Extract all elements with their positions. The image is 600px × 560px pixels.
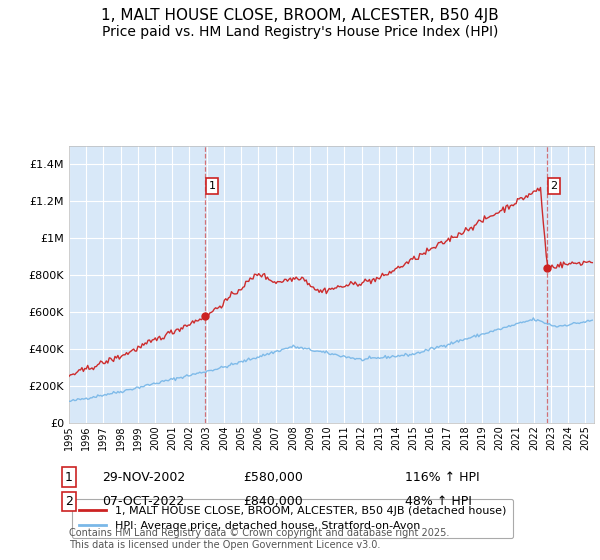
Text: 29-NOV-2002: 29-NOV-2002 bbox=[102, 470, 185, 484]
Text: Price paid vs. HM Land Registry's House Price Index (HPI): Price paid vs. HM Land Registry's House … bbox=[102, 25, 498, 39]
Text: Contains HM Land Registry data © Crown copyright and database right 2025.
This d: Contains HM Land Registry data © Crown c… bbox=[69, 528, 449, 550]
Text: £580,000: £580,000 bbox=[243, 470, 303, 484]
Text: 2: 2 bbox=[65, 494, 73, 508]
Text: 1: 1 bbox=[209, 181, 216, 192]
Text: 48% ↑ HPI: 48% ↑ HPI bbox=[405, 494, 472, 508]
Text: 1, MALT HOUSE CLOSE, BROOM, ALCESTER, B50 4JB: 1, MALT HOUSE CLOSE, BROOM, ALCESTER, B5… bbox=[101, 8, 499, 24]
Legend: 1, MALT HOUSE CLOSE, BROOM, ALCESTER, B50 4JB (detached house), HPI: Average pri: 1, MALT HOUSE CLOSE, BROOM, ALCESTER, B5… bbox=[72, 499, 514, 538]
Text: 2: 2 bbox=[550, 181, 557, 192]
Text: 07-OCT-2022: 07-OCT-2022 bbox=[102, 494, 184, 508]
Text: £840,000: £840,000 bbox=[243, 494, 303, 508]
Text: 116% ↑ HPI: 116% ↑ HPI bbox=[405, 470, 479, 484]
Text: 1: 1 bbox=[65, 470, 73, 484]
